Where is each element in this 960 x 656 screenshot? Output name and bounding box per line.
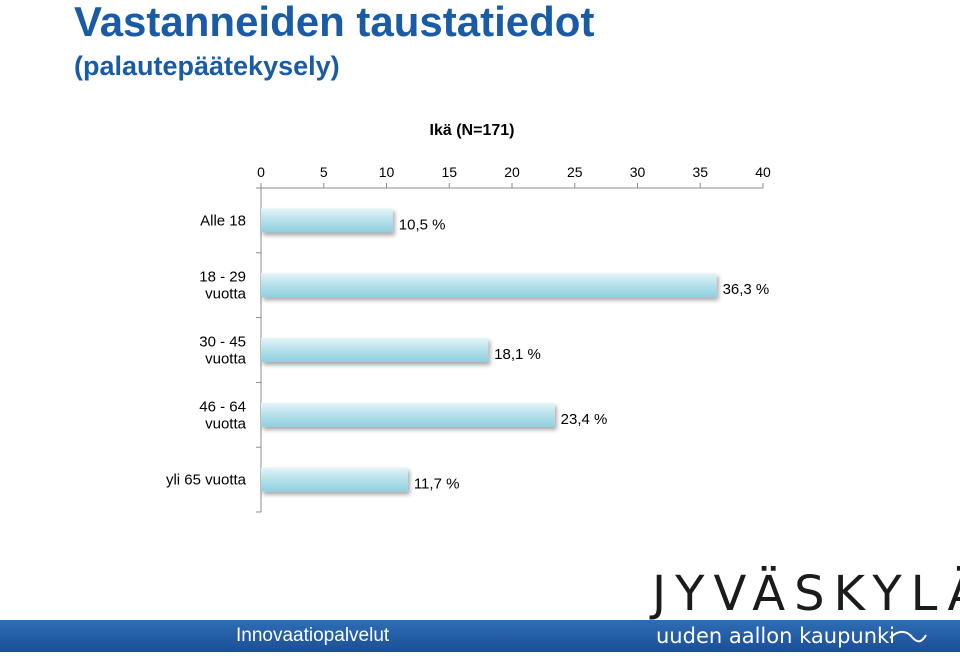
x-tick-label: 15 <box>441 164 457 180</box>
bar <box>261 338 489 362</box>
data-label: 11,7 % <box>414 476 460 493</box>
category-label: Alle 18 <box>200 212 246 229</box>
age-bar-chart: Ikä (N=171) 0 5 10 15 20 25 30 35 40 10,5 % Alle … <box>166 122 771 513</box>
department-name: Innovaatiopalvelut <box>236 625 390 646</box>
category-label: yli 65 vuotta <box>166 472 247 489</box>
chart-title: Ikä (N=171) <box>430 122 515 139</box>
x-tick-label: 30 <box>630 164 646 180</box>
bar <box>261 467 408 492</box>
x-tick-label: 5 <box>320 164 328 180</box>
bar <box>261 208 393 233</box>
data-label: 10,5 % <box>399 216 446 233</box>
footer-bar <box>0 620 960 652</box>
x-tick-label: 0 <box>257 164 265 180</box>
category-label: 18 - 29 vuotta <box>199 269 246 303</box>
city-tagline: uuden aallon kaupunki <box>656 624 896 648</box>
category-label: 46 - 64 vuotta <box>199 398 246 432</box>
x-tick-label: 40 <box>755 164 771 180</box>
x-tick-label: 10 <box>379 164 395 180</box>
x-tick-label: 20 <box>504 164 520 180</box>
chart-axes: 0 5 10 15 20 25 30 35 40 <box>256 164 771 513</box>
page-subtitle: (palautepäätekysely) <box>74 51 340 81</box>
city-logo-wordmark: JYVÄSKYLÄ <box>652 566 960 622</box>
bar <box>261 402 555 427</box>
data-label: 18,1 % <box>494 346 541 363</box>
data-label: 36,3 % <box>723 281 770 298</box>
data-label: 23,4 % <box>561 411 608 428</box>
page-title: Vastanneiden taustatiedot <box>74 0 595 45</box>
x-tick-label: 25 <box>567 164 583 180</box>
bar <box>261 273 717 298</box>
wave-icon <box>889 630 927 643</box>
chart-bars <box>261 208 717 492</box>
chart-labels: 10,5 % Alle 18 36,3 % 18 - 29 vuotta 18,1 % 30… <box>166 212 769 492</box>
category-label: 30 - 45 vuotta <box>199 334 246 368</box>
x-tick-label: 35 <box>692 164 708 180</box>
